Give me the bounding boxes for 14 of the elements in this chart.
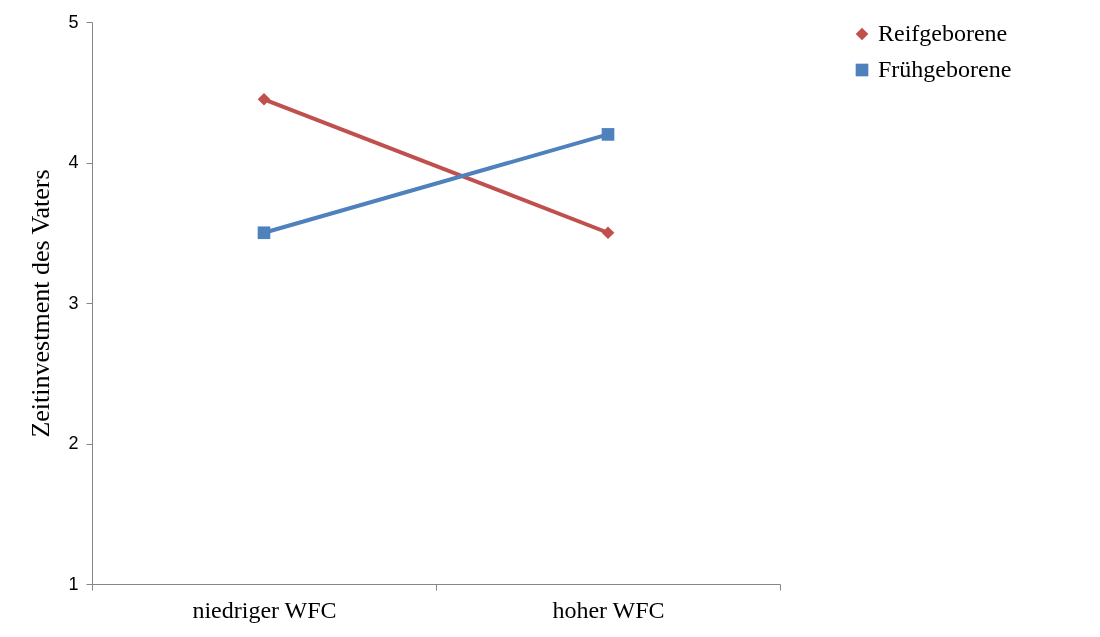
x-tick-label: niedriger WFC (192, 596, 337, 623)
y-tick-label: 1 (68, 573, 79, 594)
point (601, 128, 615, 141)
point (257, 92, 271, 106)
point (601, 226, 615, 240)
y-tick-label: 5 (68, 11, 79, 32)
y-tick-label: 3 (68, 292, 79, 313)
x-tick-label: hoher WFC (552, 596, 665, 623)
y-tick-label: 2 (68, 433, 79, 453)
y-axis-title: Zeitinvestment des Vaters (26, 169, 56, 438)
legend-label: Reifgeborene (878, 20, 1008, 46)
point (257, 226, 271, 240)
legend-label: Frühgeborene (878, 56, 1012, 82)
y-tick-label: 4 (68, 152, 79, 172)
